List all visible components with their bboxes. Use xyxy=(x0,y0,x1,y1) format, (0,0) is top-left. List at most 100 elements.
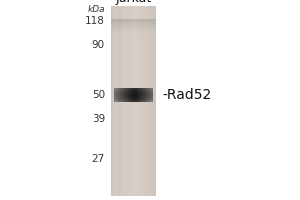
Bar xyxy=(132,98,134,99)
Bar xyxy=(129,6,130,196)
Bar xyxy=(120,100,122,101)
Bar xyxy=(111,26,156,27)
Bar xyxy=(122,89,124,90)
Bar xyxy=(149,95,151,96)
Bar xyxy=(139,101,141,102)
Bar xyxy=(134,6,135,196)
Bar xyxy=(139,99,141,100)
Bar xyxy=(151,97,153,98)
Bar xyxy=(147,95,149,96)
Bar xyxy=(124,96,126,97)
Bar xyxy=(147,98,149,99)
Bar xyxy=(124,93,126,94)
Bar xyxy=(116,91,118,92)
Bar xyxy=(132,89,134,90)
Bar xyxy=(147,90,149,91)
Bar xyxy=(111,32,156,33)
Bar xyxy=(145,92,147,93)
Bar xyxy=(136,100,137,101)
Bar xyxy=(146,6,147,196)
Bar xyxy=(111,25,156,26)
Bar xyxy=(118,96,120,97)
Bar xyxy=(130,101,131,102)
Bar xyxy=(132,91,134,92)
Bar xyxy=(139,95,141,96)
Bar xyxy=(149,98,151,99)
Bar xyxy=(151,90,153,91)
Bar xyxy=(134,92,136,93)
Bar xyxy=(122,91,124,92)
Bar xyxy=(136,90,137,91)
Bar xyxy=(136,93,137,94)
Bar xyxy=(141,96,143,97)
Bar xyxy=(147,88,149,89)
Bar xyxy=(128,91,130,92)
Bar xyxy=(118,88,120,89)
Bar xyxy=(147,96,149,97)
Bar xyxy=(137,101,139,102)
Bar xyxy=(118,89,120,90)
Bar xyxy=(114,96,116,97)
Bar xyxy=(121,6,122,196)
Text: 118: 118 xyxy=(85,16,105,26)
Bar xyxy=(137,92,139,93)
Bar xyxy=(113,6,114,196)
Bar xyxy=(149,99,151,100)
Bar xyxy=(141,99,143,100)
Bar xyxy=(120,97,122,98)
Bar xyxy=(118,101,120,102)
Bar xyxy=(151,92,153,93)
Bar xyxy=(145,93,147,94)
Bar xyxy=(118,98,120,99)
Bar xyxy=(140,6,141,196)
Bar xyxy=(130,100,131,101)
Bar xyxy=(126,101,128,102)
Bar xyxy=(126,93,128,94)
Bar xyxy=(118,95,120,96)
Bar xyxy=(136,97,137,98)
Bar xyxy=(149,94,151,95)
Bar xyxy=(114,88,116,89)
Bar xyxy=(136,99,137,100)
Bar xyxy=(128,88,130,89)
Bar xyxy=(143,101,145,102)
Bar xyxy=(126,6,127,196)
Bar xyxy=(134,101,136,102)
Bar xyxy=(112,6,113,196)
Bar xyxy=(130,97,131,98)
Bar xyxy=(134,89,136,90)
Bar xyxy=(136,88,137,89)
Bar xyxy=(137,88,139,89)
Bar xyxy=(142,6,144,196)
Bar xyxy=(126,97,128,98)
Bar xyxy=(139,90,141,91)
Bar xyxy=(143,97,145,98)
Bar xyxy=(132,100,134,101)
Bar xyxy=(126,96,128,97)
Bar xyxy=(147,100,149,101)
Bar xyxy=(149,100,151,101)
Bar xyxy=(126,99,128,100)
Bar xyxy=(152,6,153,196)
Bar xyxy=(145,91,147,92)
Bar xyxy=(116,101,118,102)
Bar xyxy=(149,97,151,98)
Bar xyxy=(145,97,147,98)
Bar xyxy=(126,98,128,99)
Bar xyxy=(128,89,130,90)
Bar xyxy=(128,98,130,99)
Text: Jurkat: Jurkat xyxy=(116,0,152,5)
Bar xyxy=(122,88,124,89)
Bar xyxy=(116,92,118,93)
Bar xyxy=(111,29,156,30)
Bar xyxy=(124,90,126,91)
Bar xyxy=(128,93,130,94)
Bar xyxy=(116,6,117,196)
Bar xyxy=(111,6,112,196)
Bar xyxy=(120,89,122,90)
Bar xyxy=(128,96,130,97)
Bar xyxy=(118,100,120,101)
Bar xyxy=(134,97,136,98)
Bar xyxy=(111,28,156,29)
Bar xyxy=(122,6,123,196)
